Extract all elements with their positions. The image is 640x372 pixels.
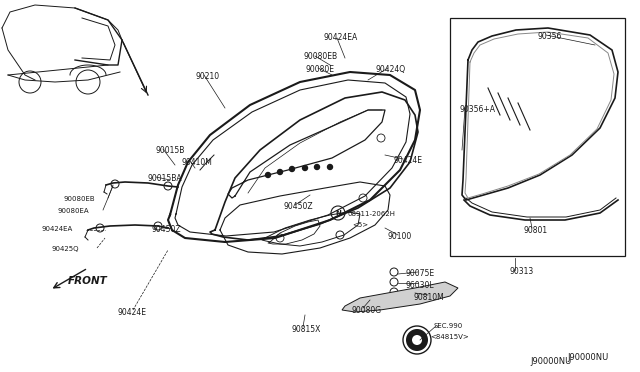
Text: 90425Q: 90425Q: [52, 246, 79, 252]
Text: 90424EA: 90424EA: [42, 226, 73, 232]
Bar: [450, 18, 625, 256]
Text: 90810M: 90810M: [413, 293, 444, 302]
Circle shape: [314, 164, 319, 170]
Text: <5>: <5>: [352, 222, 368, 228]
Text: 90080EA: 90080EA: [58, 208, 90, 214]
Text: 96030L: 96030L: [406, 281, 435, 290]
Circle shape: [412, 335, 422, 345]
Text: 90424E: 90424E: [118, 308, 147, 317]
Text: 90424E: 90424E: [393, 156, 422, 165]
Text: 08911-2062H: 08911-2062H: [347, 211, 395, 217]
Text: <84815V>: <84815V>: [430, 334, 468, 340]
Text: N: N: [335, 210, 341, 216]
Text: SEC.990: SEC.990: [434, 323, 463, 329]
Circle shape: [289, 167, 294, 171]
Text: 90815X: 90815X: [291, 325, 321, 334]
Circle shape: [278, 170, 282, 174]
Text: 90015BA: 90015BA: [148, 174, 182, 183]
Circle shape: [303, 166, 307, 170]
Bar: [458, 148, 468, 158]
Text: 90100: 90100: [387, 232, 412, 241]
Text: 90801: 90801: [524, 226, 548, 235]
Text: 90075E: 90075E: [406, 269, 435, 278]
Text: FRONT: FRONT: [68, 276, 108, 286]
Text: 90356+A: 90356+A: [460, 105, 496, 114]
Text: 90080G: 90080G: [351, 306, 381, 315]
Text: 90450Z: 90450Z: [152, 225, 182, 234]
Text: 90080EB: 90080EB: [64, 196, 95, 202]
Text: 90313: 90313: [510, 267, 534, 276]
Circle shape: [406, 329, 428, 351]
Text: 90424EA: 90424EA: [323, 33, 357, 42]
Text: 90410M: 90410M: [181, 158, 212, 167]
Circle shape: [328, 164, 333, 170]
Text: 90080E: 90080E: [306, 65, 335, 74]
Text: 90080EB: 90080EB: [303, 52, 337, 61]
Text: 90424Q: 90424Q: [376, 65, 406, 74]
Text: J90000NU: J90000NU: [531, 357, 572, 366]
Polygon shape: [342, 282, 458, 312]
Text: 90450Z: 90450Z: [284, 202, 314, 211]
Text: 90210: 90210: [196, 72, 220, 81]
Circle shape: [266, 173, 271, 177]
Text: 90356: 90356: [538, 32, 563, 41]
Text: 90015B: 90015B: [155, 146, 184, 155]
Text: J90000NU: J90000NU: [567, 353, 608, 362]
